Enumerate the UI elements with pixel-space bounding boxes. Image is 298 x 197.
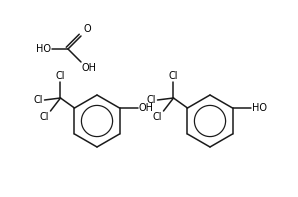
Text: OH: OH — [82, 63, 97, 73]
Text: Cl: Cl — [153, 112, 162, 122]
Text: Cl: Cl — [56, 71, 65, 81]
Text: OH: OH — [139, 103, 153, 113]
Text: Cl: Cl — [147, 95, 156, 105]
Text: O: O — [83, 24, 91, 34]
Text: Cl: Cl — [169, 71, 178, 81]
Text: Cl: Cl — [40, 112, 49, 122]
Text: HO: HO — [252, 103, 266, 113]
Text: Cl: Cl — [34, 95, 44, 105]
Text: HO: HO — [36, 44, 51, 54]
